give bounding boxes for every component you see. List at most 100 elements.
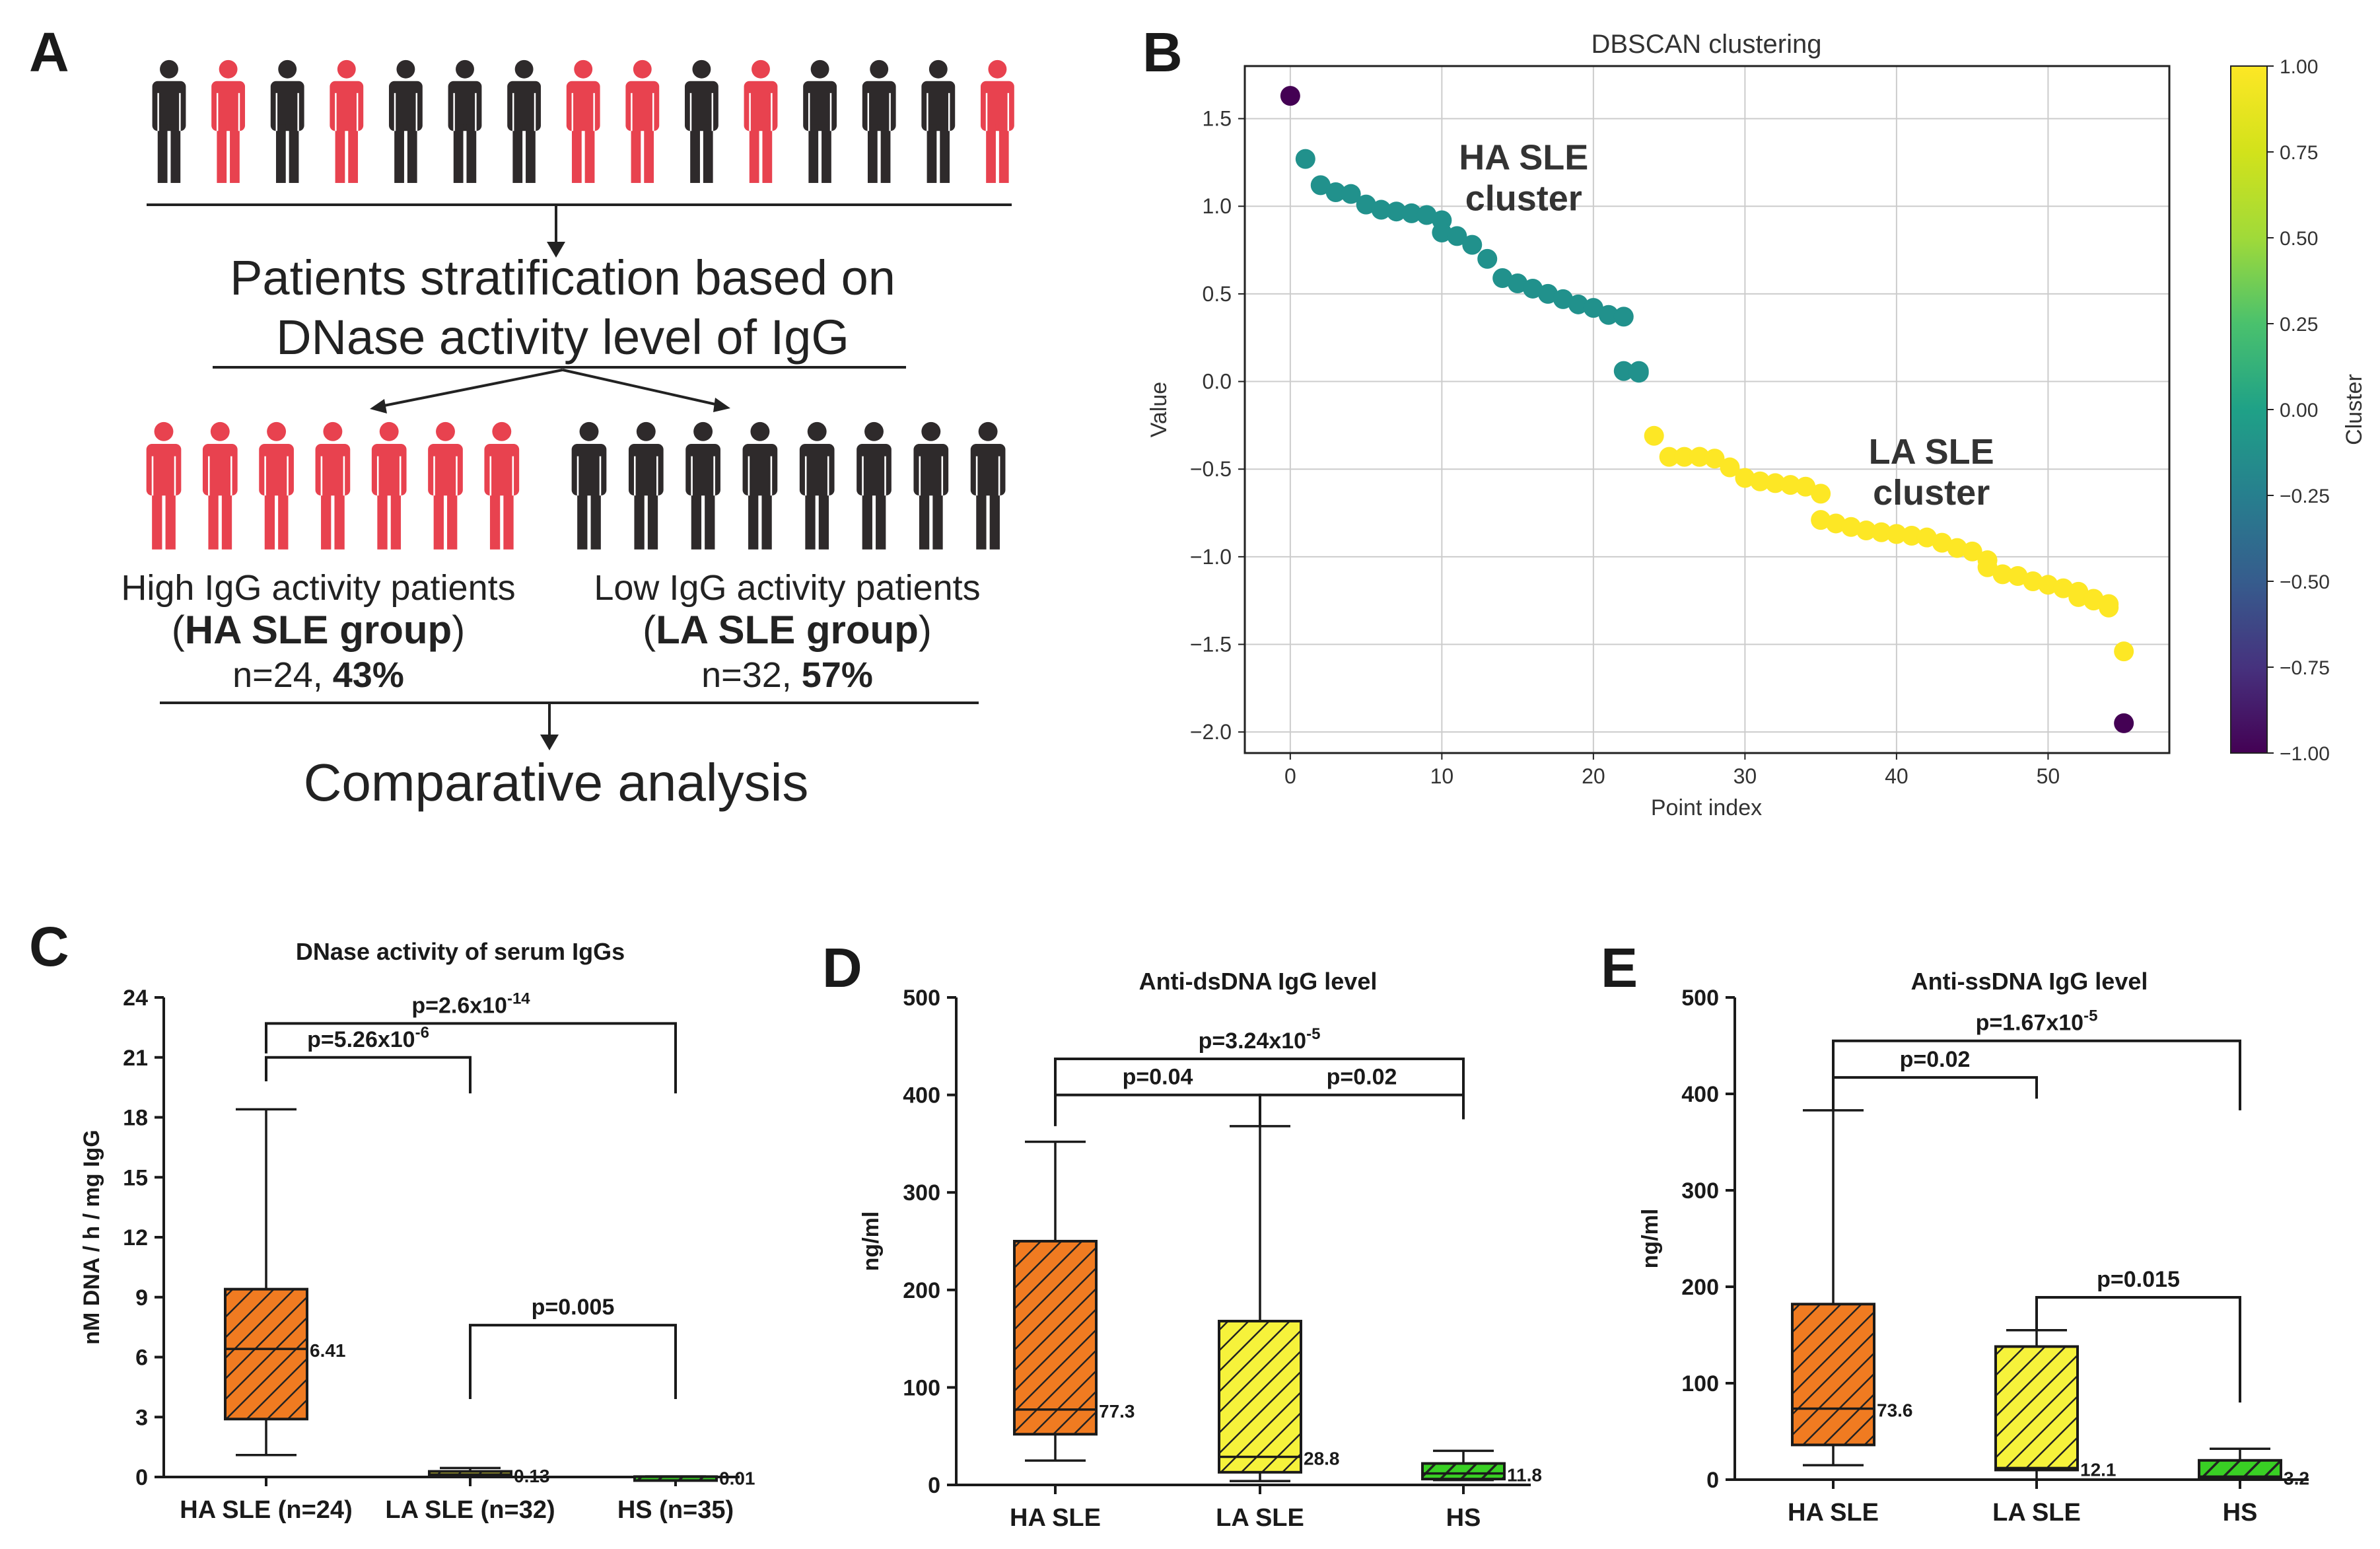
scatter-point [1295,149,1315,169]
iqr-box [1791,1303,1875,1447]
bracket-line [1832,1076,2038,1110]
chart-b-grid [1245,66,2169,753]
scatter-point [1310,175,1331,196]
y-tick-label: −1.0 [1190,545,1232,569]
p-value-label: p=0.015 [2097,1267,2180,1292]
significance-bracket: p=1.67x10-5 [1832,1007,2241,1110]
y-tick-label: −2.0 [1190,720,1232,744]
chart-b-frame [1243,65,2171,754]
significance-bracket: p=2.6x10-14 [265,990,677,1094]
y-tick-label: 400 [1681,1082,1719,1107]
scatter-point [1583,298,1603,318]
scatter-point [2008,566,2028,587]
arrow-left [377,369,563,408]
scatter-point [1280,86,1300,106]
patient-icon-black [685,421,720,550]
x-tick-label: LA SLE (n=32) [385,1496,555,1524]
scatter-point [1325,182,1346,203]
high-group-count: n=24, 43% [232,655,404,695]
chart-title: Anti-dsDNA IgG level [1139,968,1378,995]
comparative-analysis-text: Comparative analysis [304,753,809,812]
high-group-name: (HA SLE group) [172,608,465,652]
median-label: 73.6 [1877,1400,1913,1421]
p-value-label: p=0.04 [1123,1065,1193,1090]
significance-bracket: p=0.04 [1054,1065,1261,1126]
scatter-point [2114,641,2134,662]
significance-bracket: p=0.005 [469,1295,677,1400]
median-label: 12.1 [2080,1459,2117,1480]
y-axis-label: ng/ml [858,1211,884,1272]
colorbar-gradient [2230,65,2268,754]
x-tick-label: 50 [2037,764,2060,788]
scatter-point [1704,449,1725,469]
cluster-annotation: LA SLE [1869,432,1994,472]
median-label: 28.8 [1304,1448,1340,1468]
scatter-point [1916,527,1937,548]
scatter-point [1462,234,1483,255]
panel-label-e: E [1601,937,1638,999]
patient-icon-black [448,59,482,183]
y-tick-label: 500 [1681,986,1719,1011]
patient-icon-red [744,59,778,183]
chart-b-points [1280,86,2134,733]
patient-icon-black [388,59,423,183]
y-tick-label: 100 [903,1375,940,1400]
patient-icon-black [628,421,664,550]
cluster-annotation: cluster [1465,179,1582,219]
colorbar-tick-label: 0.00 [2280,400,2318,421]
box-la: 28.8 [1218,1125,1340,1482]
x-tick-label: HA SLE [1010,1504,1101,1532]
stratification-line-2: DNase activity level of IgG [276,310,849,365]
iqr-box [1218,1320,1302,1474]
y-axis-label: nM DNA / h / mg IgG [79,1130,104,1345]
significance-bracket: p=3.24x10-5 [1054,1025,1465,1095]
scatter-point [1356,194,1376,215]
scatter-point [1508,273,1528,293]
bracket-line [1259,1093,1465,1126]
scatter-point [1735,468,1755,488]
chart-b-ylabel: Value [1146,382,1172,437]
patient-icon-black [742,421,778,550]
scatter-point [1613,361,1634,381]
y-tick-label: 0.0 [1203,370,1232,394]
median-label: 0.13 [514,1466,550,1486]
patient-icon-red [371,421,407,550]
y-tick-label: 200 [1681,1275,1719,1300]
cluster-annotation: cluster [1873,473,1990,513]
median-label: 0.01 [719,1468,755,1489]
patient-icon-red [202,421,238,550]
arrow-head-2 [540,735,559,750]
scatter-point [1538,283,1558,304]
p-value-label: p=0.005 [532,1295,615,1320]
arrow-head-1 [547,242,565,258]
chart-b-xlabel: Point index [1651,795,1762,820]
low-group-count: n=32, 57% [701,655,873,695]
iqr-box [2198,1459,2282,1480]
p-value-label: p=0.02 [1900,1047,1971,1072]
x-tick-label: 40 [1885,764,1908,788]
y-tick-label: 9 [135,1285,148,1311]
y-tick-label: 3 [135,1405,148,1430]
cluster-annotation: HA SLE [1459,138,1588,178]
scatter-point [1447,226,1467,246]
y-tick-label: 6 [135,1346,148,1371]
scatter-point [1720,457,1740,478]
y-tick-label: 12 [123,1225,148,1250]
panel-label-b: B [1142,21,1183,83]
chart-b-title: DBSCAN clustering [1591,30,1821,59]
low-group-name: (LA SLE group) [643,608,932,652]
colorbar-label: Cluster [2342,374,2367,445]
scatter-point [1856,521,1876,541]
patient-icon-black [857,421,892,550]
x-tick-label: HS [1446,1504,1481,1532]
scatter-point [1750,471,1770,491]
colorbar-tick-label: −0.75 [2280,657,2330,679]
scatter-point [1659,447,1679,467]
box-ha: 73.6 [1791,1109,1913,1466]
bracket-line [1054,1093,1261,1126]
y-tick-label: −1.5 [1190,633,1232,657]
box-ha: 6.41 [224,1108,346,1457]
colorbar-tick-label: −1.00 [2280,743,2330,765]
